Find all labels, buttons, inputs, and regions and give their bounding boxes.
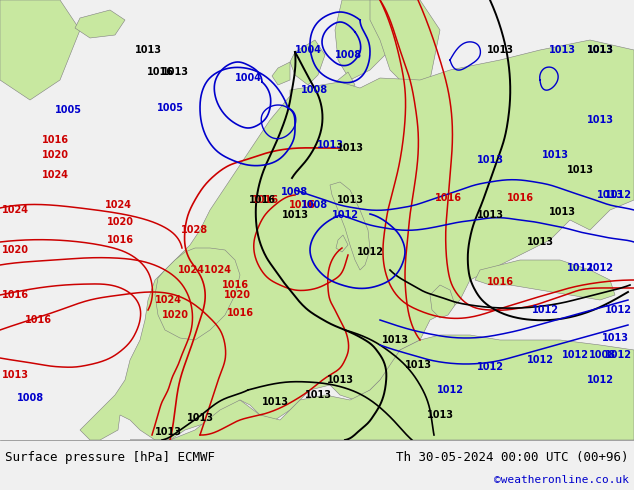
Text: 1012: 1012 bbox=[477, 362, 503, 372]
Text: 1016: 1016 bbox=[507, 193, 533, 203]
Text: 1013: 1013 bbox=[382, 335, 408, 345]
Polygon shape bbox=[335, 72, 355, 92]
Text: 1013: 1013 bbox=[134, 45, 162, 55]
Text: 1008: 1008 bbox=[301, 200, 328, 210]
Text: ©weatheronline.co.uk: ©weatheronline.co.uk bbox=[494, 475, 629, 485]
Text: 1004: 1004 bbox=[235, 73, 261, 83]
Polygon shape bbox=[290, 40, 325, 85]
Text: 1024: 1024 bbox=[41, 170, 68, 180]
Text: 1013: 1013 bbox=[337, 195, 363, 205]
Text: 1016: 1016 bbox=[1, 290, 29, 300]
Text: 1008: 1008 bbox=[335, 50, 361, 60]
Text: 1013: 1013 bbox=[427, 410, 453, 420]
Text: 1012: 1012 bbox=[567, 263, 593, 273]
Text: 1020: 1020 bbox=[41, 150, 68, 160]
Text: 1024: 1024 bbox=[1, 205, 29, 215]
Text: 1016: 1016 bbox=[221, 280, 249, 290]
Text: 1012: 1012 bbox=[531, 305, 559, 315]
Text: 1012: 1012 bbox=[526, 355, 553, 365]
Text: 1013: 1013 bbox=[486, 45, 514, 55]
Text: 1012: 1012 bbox=[356, 247, 384, 257]
Text: 1013: 1013 bbox=[281, 210, 309, 220]
Text: 1013: 1013 bbox=[567, 165, 593, 175]
Text: Th 30-05-2024 00:00 UTC (00+96): Th 30-05-2024 00:00 UTC (00+96) bbox=[396, 450, 629, 464]
Text: 1008: 1008 bbox=[16, 393, 44, 403]
Text: 1016: 1016 bbox=[288, 200, 316, 210]
Polygon shape bbox=[430, 285, 455, 318]
Text: 1020: 1020 bbox=[224, 290, 250, 300]
Text: 1013: 1013 bbox=[337, 143, 363, 153]
Text: 1013: 1013 bbox=[597, 190, 623, 200]
Text: 1012: 1012 bbox=[604, 305, 631, 315]
Text: 1008: 1008 bbox=[588, 350, 616, 360]
Polygon shape bbox=[475, 260, 615, 300]
Text: 1016: 1016 bbox=[252, 195, 278, 205]
Text: 1016: 1016 bbox=[226, 308, 254, 318]
Text: 1016: 1016 bbox=[434, 193, 462, 203]
Text: 1013: 1013 bbox=[304, 390, 332, 400]
Text: 1016: 1016 bbox=[486, 277, 514, 287]
Text: 1013: 1013 bbox=[404, 360, 432, 370]
Text: 1013: 1013 bbox=[327, 375, 354, 385]
Text: 1013: 1013 bbox=[1, 370, 29, 380]
Text: Surface pressure [hPa] ECMWF: Surface pressure [hPa] ECMWF bbox=[5, 450, 215, 464]
Text: 1016: 1016 bbox=[107, 235, 134, 245]
Text: 1016: 1016 bbox=[249, 195, 276, 205]
Polygon shape bbox=[80, 40, 634, 440]
Text: 1020: 1020 bbox=[107, 217, 134, 227]
Text: 1012: 1012 bbox=[436, 385, 463, 395]
Text: 10241024: 10241024 bbox=[178, 265, 232, 275]
Text: 1016: 1016 bbox=[41, 135, 68, 145]
Polygon shape bbox=[0, 0, 80, 100]
Text: 1012: 1012 bbox=[586, 375, 614, 385]
Text: 1013: 1013 bbox=[541, 150, 569, 160]
Text: 1013: 1013 bbox=[261, 397, 288, 407]
Text: 1028: 1028 bbox=[181, 225, 209, 235]
Text: 1013: 1013 bbox=[526, 237, 553, 247]
Text: 1012: 1012 bbox=[604, 190, 631, 200]
Polygon shape bbox=[130, 335, 634, 440]
Text: 1012: 1012 bbox=[332, 210, 358, 220]
Text: 1005: 1005 bbox=[55, 105, 82, 115]
Polygon shape bbox=[272, 62, 290, 85]
Text: 1013: 1013 bbox=[586, 115, 614, 125]
Text: 1013: 1013 bbox=[602, 333, 628, 343]
Text: 1020: 1020 bbox=[1, 245, 29, 255]
Text: 1013: 1013 bbox=[548, 207, 576, 217]
Text: 1005: 1005 bbox=[157, 103, 183, 113]
Text: 1016: 1016 bbox=[25, 315, 51, 325]
Text: 1013: 1013 bbox=[162, 67, 188, 77]
Text: 1013: 1013 bbox=[586, 45, 614, 55]
Polygon shape bbox=[370, 0, 440, 90]
Text: 1016: 1016 bbox=[146, 67, 174, 77]
Polygon shape bbox=[335, 0, 400, 80]
Text: 1004: 1004 bbox=[295, 45, 321, 55]
Polygon shape bbox=[336, 235, 348, 252]
Polygon shape bbox=[155, 248, 240, 340]
Text: 1013: 1013 bbox=[155, 427, 181, 437]
Text: 1013: 1013 bbox=[586, 45, 614, 55]
Text: 1012: 1012 bbox=[604, 350, 631, 360]
Text: 1013: 1013 bbox=[316, 140, 344, 150]
Polygon shape bbox=[75, 10, 125, 38]
Polygon shape bbox=[330, 182, 370, 270]
Text: 1024: 1024 bbox=[155, 295, 181, 305]
Text: 1013: 1013 bbox=[186, 413, 214, 423]
Text: 1024: 1024 bbox=[105, 200, 131, 210]
Text: 1012: 1012 bbox=[562, 350, 588, 360]
Text: 1020: 1020 bbox=[162, 310, 188, 320]
Text: 1013: 1013 bbox=[477, 210, 503, 220]
Text: 1013: 1013 bbox=[477, 155, 503, 165]
Text: 1008: 1008 bbox=[301, 85, 328, 95]
Text: 1008: 1008 bbox=[281, 187, 309, 197]
Text: 1013: 1013 bbox=[548, 45, 576, 55]
Text: 1012: 1012 bbox=[586, 263, 614, 273]
